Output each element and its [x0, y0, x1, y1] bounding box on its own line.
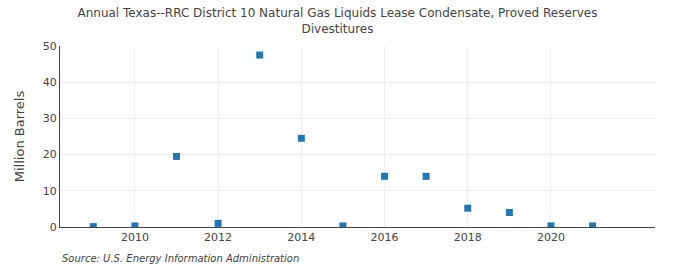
svg-text:2018: 2018: [454, 231, 482, 244]
svg-text:Source: U.S. Energy Informatio: Source: U.S. Energy Information Administ…: [62, 253, 299, 264]
svg-text:2016: 2016: [371, 231, 399, 244]
svg-text:Million Barrels: Million Barrels: [12, 91, 27, 183]
svg-text:Annual Texas--RRC District 10: Annual Texas--RRC District 10 Natural Ga…: [77, 6, 597, 36]
svg-text:2010: 2010: [121, 231, 149, 244]
svg-text:2020: 2020: [537, 231, 565, 244]
svg-text:30: 30: [43, 112, 57, 125]
svg-text:50: 50: [43, 40, 57, 53]
svg-text:0: 0: [50, 221, 57, 234]
svg-text:20: 20: [43, 148, 57, 161]
svg-text:2012: 2012: [204, 231, 232, 244]
svg-text:10: 10: [43, 185, 57, 198]
svg-text:40: 40: [43, 76, 57, 89]
svg-text:2014: 2014: [287, 231, 315, 244]
